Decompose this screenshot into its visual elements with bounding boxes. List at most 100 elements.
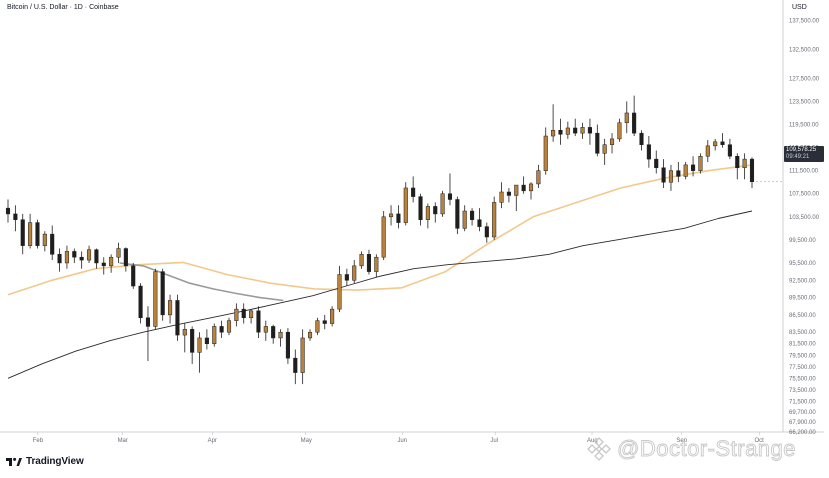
- candle: [145, 306, 151, 362]
- candle: [595, 124, 600, 157]
- y-axis[interactable]: 66,200.00 67,900.00 69,700.00 71,500.00 73,5…: [789, 19, 820, 436]
- candle-body: [359, 254, 364, 267]
- candle-body: [94, 249, 99, 264]
- y-tick-label: 69,700.00: [789, 410, 816, 416]
- candle-body: [632, 112, 637, 134]
- y-tick-label: 73,500.00: [789, 388, 816, 394]
- candle-body: [587, 127, 592, 134]
- chart-title: Bitcoin / U.S. Dollar · 1D · Coinbase: [7, 4, 119, 11]
- candle-body: [300, 337, 305, 373]
- candle: [551, 104, 556, 142]
- y-tick-label: 123,500.00: [789, 99, 820, 105]
- candle-body: [234, 308, 239, 321]
- candle: [713, 138, 718, 151]
- currency-label[interactable]: USD: [792, 4, 807, 11]
- candle: [749, 157, 755, 188]
- candle: [388, 205, 394, 226]
- candle-body: [123, 248, 128, 267]
- candle: [109, 254, 114, 273]
- candle-body: [388, 213, 394, 218]
- candle-body: [322, 320, 327, 324]
- candle-body: [160, 271, 165, 316]
- candle: [204, 329, 209, 350]
- candle: [226, 317, 232, 336]
- candle: [42, 231, 47, 252]
- candle-body: [116, 248, 121, 258]
- candle: [440, 190, 445, 217]
- y-tick-label: 111,500.00: [789, 169, 819, 175]
- x-tick-label: Feb: [33, 438, 44, 444]
- candle-body: [168, 300, 173, 316]
- candle-body: [676, 170, 681, 177]
- candle: [447, 173, 453, 206]
- candle: [212, 323, 217, 347]
- x-axis[interactable]: Feb Mar Apr May Jun Jul Aug Sep Oct: [33, 432, 764, 444]
- candle-body: [285, 331, 290, 359]
- brand-text: TradingView: [26, 456, 84, 467]
- moving-averages: [7, 164, 753, 379]
- candle: [249, 309, 254, 324]
- candle-body: [138, 285, 143, 319]
- candle: [278, 329, 283, 347]
- candle-body: [521, 184, 526, 192]
- candle: [352, 260, 357, 284]
- candle: [433, 202, 438, 223]
- candle-body: [455, 199, 460, 229]
- candle: [57, 248, 62, 272]
- candle: [521, 176, 526, 194]
- candle: [506, 187, 511, 203]
- candle-body: [145, 317, 151, 327]
- y-tick-label: 92,500.00: [789, 278, 816, 284]
- candle-body: [35, 222, 40, 246]
- candle-body: [5, 207, 11, 215]
- y-tick-label: 86,500.00: [789, 313, 816, 319]
- last-price-value: 109,578.25: [786, 147, 817, 153]
- candle: [366, 249, 372, 275]
- candle: [241, 303, 246, 324]
- x-tick-label: Apr: [208, 438, 217, 444]
- candle-body: [609, 138, 615, 145]
- candle-body: [190, 329, 195, 353]
- candle-body: [506, 191, 511, 196]
- candle-body: [580, 127, 585, 134]
- candle-body: [381, 216, 386, 258]
- candle: [470, 208, 475, 226]
- candle-body: [256, 310, 261, 333]
- last-price-tag: 109,578.25 09:49:21: [784, 146, 824, 162]
- candle-body: [720, 141, 725, 145]
- candle: [543, 127, 548, 175]
- candle: [175, 294, 180, 341]
- axes: [0, 0, 824, 433]
- candle: [86, 245, 92, 263]
- candle-body: [536, 170, 541, 185]
- candle: [271, 324, 276, 344]
- x-tick-label: Mar: [118, 438, 128, 444]
- candle: [64, 245, 69, 269]
- candle: [462, 205, 467, 232]
- candle: [654, 150, 659, 174]
- candle: [116, 242, 121, 263]
- candle-body: [411, 187, 416, 197]
- candle: [565, 121, 570, 139]
- candle: [197, 332, 202, 373]
- candle: [484, 222, 489, 243]
- candle-body: [64, 251, 69, 264]
- y-tick-label: 75,500.00: [789, 376, 816, 382]
- candle-body: [565, 127, 570, 135]
- candle: [94, 248, 99, 269]
- candle: [617, 118, 622, 142]
- tradingview-logo[interactable]: TradingView: [6, 456, 84, 467]
- y-tick-label: 127,500.00: [789, 76, 820, 82]
- candle: [661, 159, 666, 188]
- candle: [307, 329, 313, 341]
- candle: [263, 320, 268, 341]
- candle-body: [661, 167, 666, 183]
- candle-body: [293, 357, 298, 373]
- candle-body: [477, 219, 482, 227]
- candle-body: [307, 331, 313, 339]
- candle-body: [396, 213, 401, 223]
- y-tick-label: 66,200.00: [789, 430, 816, 436]
- y-tick-label: 132,500.00: [789, 48, 820, 54]
- y-tick-label: 103,500.00: [789, 215, 820, 221]
